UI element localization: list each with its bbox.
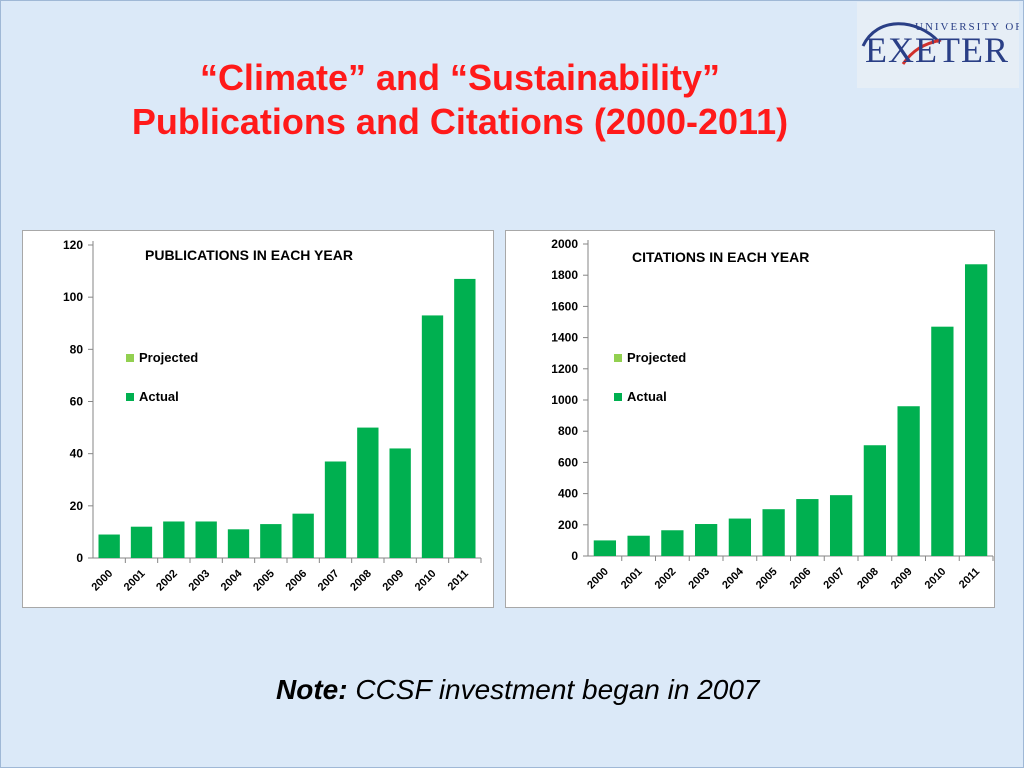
bar-2006	[796, 499, 819, 556]
logo-red-stroke-icon	[901, 38, 942, 65]
bar-2002	[661, 530, 684, 556]
bar-2004	[728, 518, 752, 556]
x-tick-label: 2005	[251, 568, 277, 594]
slide-title: “Climate” and “Sustainability” Publicati…	[20, 56, 900, 144]
publications-chart-panel: 0 20 40 60 80 100 120 2000 2001 2002 2003 2004 2005 2…	[22, 230, 494, 608]
x-tick-label: 2000	[89, 568, 115, 594]
bar-2005	[260, 524, 282, 558]
bar-2009	[389, 448, 411, 558]
legend-swatch-actual	[614, 393, 622, 401]
y-tick-label: 100	[63, 290, 83, 304]
bar-2011	[454, 278, 476, 558]
x-tick-label: 2002	[653, 566, 679, 592]
bar-2000	[98, 534, 120, 558]
bar-2008	[863, 445, 887, 556]
legend-label-projected: Projected	[139, 350, 198, 365]
x-tick-label: 2011	[957, 566, 982, 591]
x-tick-label: 2004	[720, 565, 746, 591]
logo-text-main: EXETER	[865, 30, 1009, 70]
x-tick-label: 2003	[186, 568, 212, 594]
y-tick-label: 60	[70, 395, 84, 409]
legend-label-projected: Projected	[627, 350, 686, 365]
x-tick-label: 2011	[446, 568, 471, 593]
bar-2009	[897, 406, 920, 556]
bar-2004	[227, 529, 250, 558]
y-tick-label: 20	[70, 499, 84, 513]
x-tick-label: 2007	[316, 568, 342, 594]
x-tick-label: 2010	[413, 568, 439, 594]
note-label: Note:	[276, 674, 348, 705]
y-tick-label: 600	[558, 455, 578, 469]
chart-title: PUBLICATIONS IN EACH YEAR	[145, 247, 353, 263]
bar-2011	[964, 264, 988, 556]
y-tick-label: 400	[558, 487, 578, 501]
x-tick-label: 2006	[283, 568, 309, 594]
citations-chart: 0 200 400 600 800 1000 1200 1400 1600 1800 2000 200…	[551, 237, 994, 592]
legend-swatch-actual	[126, 393, 134, 401]
bar-2003	[694, 524, 718, 556]
bar-2001	[130, 526, 153, 558]
citations-chart-panel: 0 200 400 600 800 1000 1200 1400 1600 1800 2000 200…	[505, 230, 995, 608]
legend-label-actual: Actual	[627, 389, 667, 404]
y-tick-label: 0	[571, 549, 578, 563]
y-tick-label: 1000	[551, 393, 578, 407]
y-tick-label: 2000	[551, 237, 578, 251]
bar-2007	[829, 495, 853, 556]
bar-2007	[324, 461, 347, 558]
slide-title-line-1: “Climate” and “Sustainability”	[199, 57, 721, 98]
x-tick-label: 2005	[754, 566, 780, 592]
x-tick-label: 2002	[154, 568, 180, 594]
x-tick-label: 2008	[855, 566, 881, 592]
bar-2008	[357, 427, 379, 558]
bar-2000	[593, 540, 617, 556]
x-tick-label: 2000	[585, 566, 611, 592]
x-tick-label: 2009	[889, 566, 915, 592]
x-tick-label: 2008	[348, 568, 374, 594]
x-tick-label: 2006	[788, 566, 814, 592]
y-tick-label: 1800	[551, 268, 578, 282]
legend-label-actual: Actual	[139, 389, 179, 404]
x-tick-label: 2004	[219, 567, 245, 593]
bar-2001	[627, 535, 650, 556]
bar-2006	[292, 513, 314, 558]
bar-2003	[195, 521, 217, 558]
x-tick-label: 2001	[619, 566, 645, 592]
x-tick-label: 2003	[686, 566, 712, 592]
x-tick-label: 2001	[122, 568, 148, 594]
y-tick-label: 80	[70, 342, 84, 356]
y-tick-label: 800	[558, 424, 578, 438]
logo-swoosh-icon	[861, 22, 941, 47]
legend-swatch-projected	[126, 354, 134, 362]
bar-2002	[163, 521, 185, 558]
bar-2010	[931, 326, 954, 556]
y-tick-label: 1200	[551, 362, 578, 376]
chart-title: CITATIONS IN EACH YEAR	[632, 249, 809, 265]
x-tick-label: 2010	[923, 566, 949, 592]
y-tick-label: 1600	[551, 299, 578, 313]
note-text: CCSF investment began in 2007	[347, 674, 760, 705]
bar-2010	[421, 315, 444, 558]
x-tick-label: 2009	[380, 568, 406, 594]
y-tick-label: 40	[70, 447, 84, 461]
y-tick-label: 120	[63, 238, 83, 252]
x-tick-label: 2007	[821, 566, 847, 592]
y-tick-label: 0	[76, 551, 83, 565]
y-tick-label: 1400	[551, 331, 578, 345]
university-logo: UNIVERSITY OF EXETER	[857, 2, 1019, 88]
y-tick-label: 200	[558, 518, 578, 532]
note: Note: CCSF investment began in 2007	[276, 674, 760, 706]
legend-swatch-projected	[614, 354, 622, 362]
slide-title-line-2: Publications and Citations (2000-2011)	[131, 101, 789, 142]
logo-text-top: UNIVERSITY OF	[915, 21, 1019, 33]
bar-2005	[762, 509, 785, 556]
